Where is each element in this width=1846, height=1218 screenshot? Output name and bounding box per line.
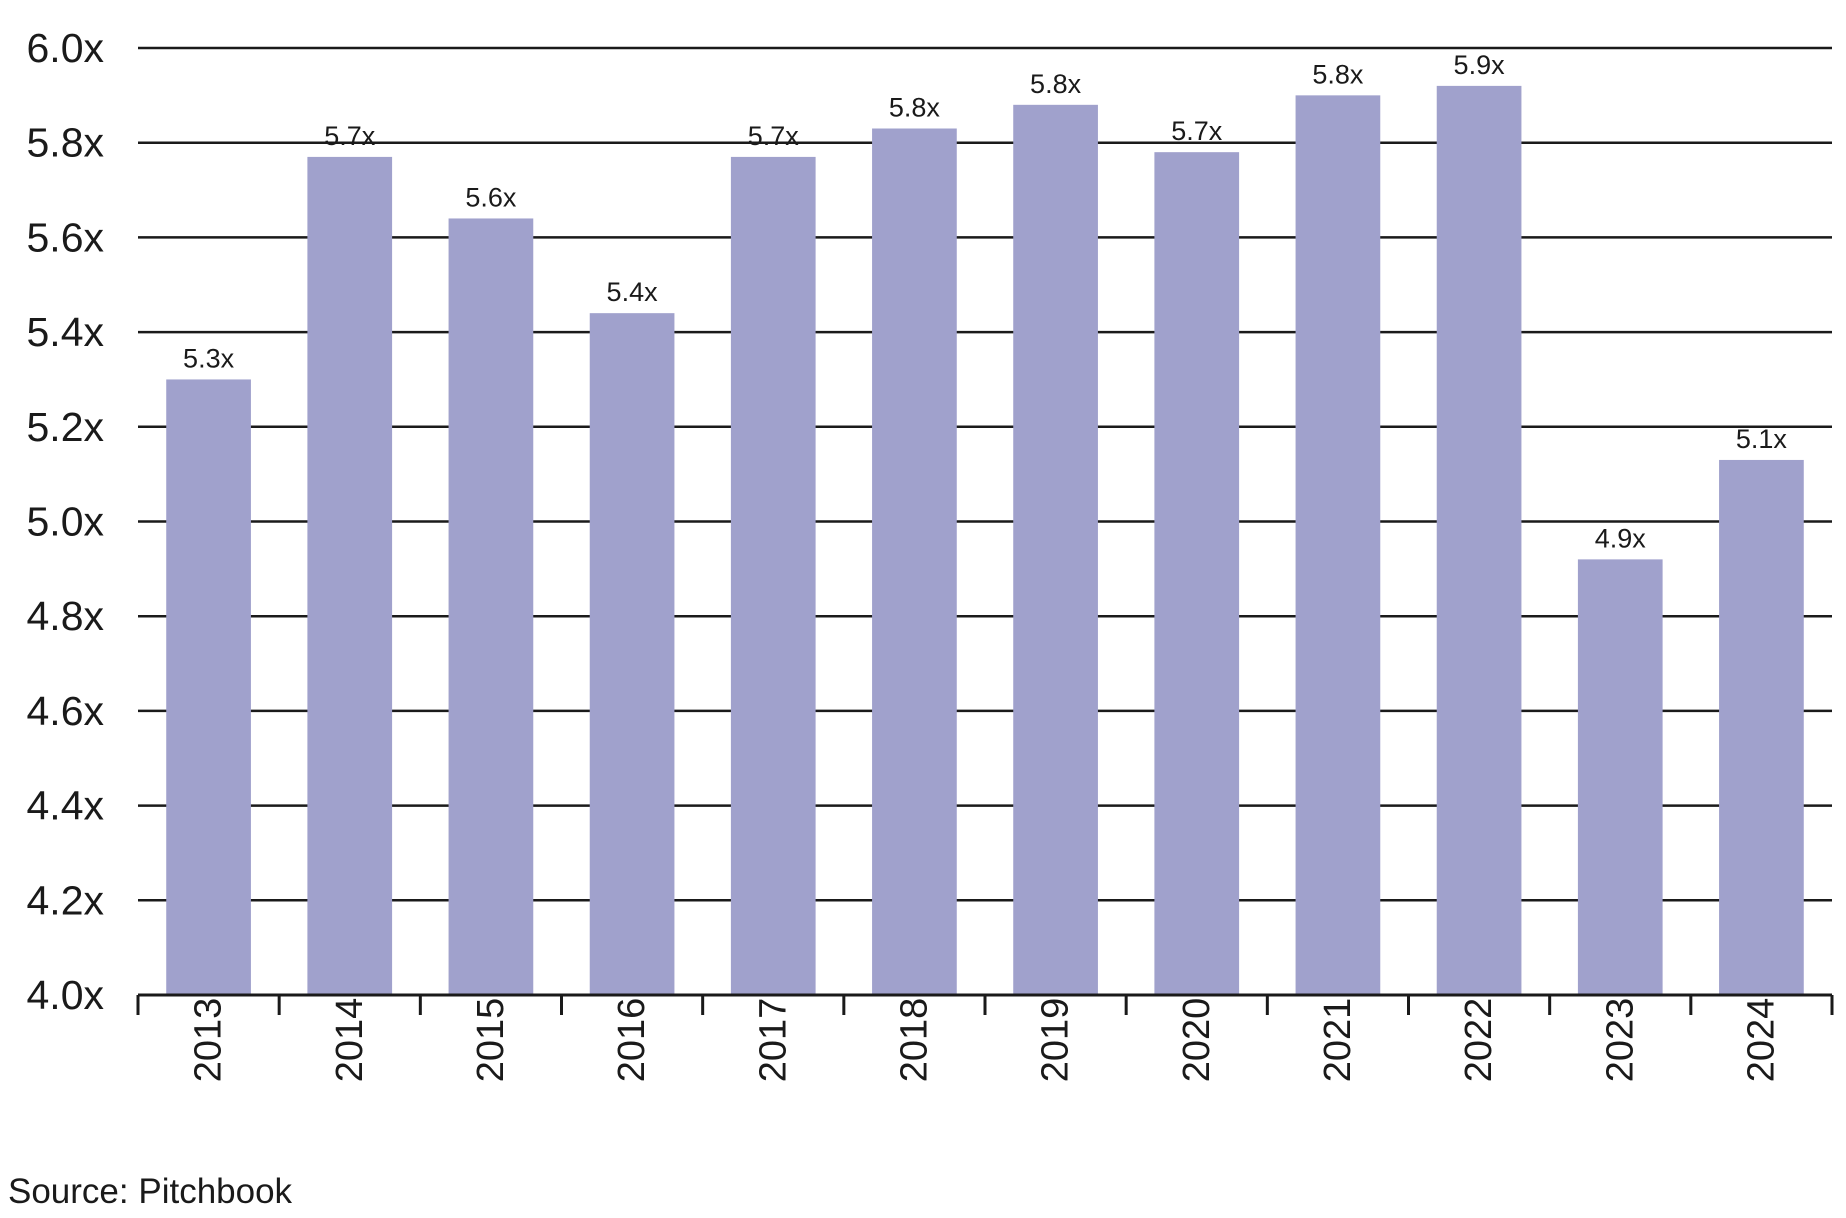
x-tick-label: 2020 <box>1176 998 1218 1083</box>
data-label: 5.8x <box>1312 59 1364 89</box>
x-axis <box>136 993 1834 1015</box>
y-tick-label: 6.0x <box>27 25 105 71</box>
y-tick-label: 5.6x <box>27 214 105 260</box>
x-tick-label: 2021 <box>1317 998 1359 1083</box>
y-tick-label: 5.8x <box>27 120 105 166</box>
y-tick-label: 4.0x <box>27 972 105 1018</box>
bar <box>1154 152 1240 996</box>
bar <box>872 128 957 995</box>
x-tick-label: 2014 <box>329 998 371 1083</box>
x-tick-label: 2016 <box>611 998 653 1083</box>
data-label: 5.6x <box>465 182 517 212</box>
bar <box>1719 459 1804 995</box>
x-axis-tick-labels: 2013 2014 2015 2016 2017 2018 2019 2020 2021 2022… <box>188 998 1783 1083</box>
data-label: 5.8x <box>1030 69 1082 99</box>
x-tick-label: 2024 <box>1740 998 1782 1083</box>
bar <box>730 156 816 995</box>
data-label: 5.7x <box>748 121 800 151</box>
y-tick-label: 4.4x <box>27 783 105 829</box>
y-tick-label: 4.8x <box>27 593 105 639</box>
bar <box>589 313 675 995</box>
bar <box>166 379 251 995</box>
x-tick-label: 2018 <box>893 998 935 1083</box>
data-label: 5.9x <box>1454 50 1506 80</box>
x-tick-label: 2022 <box>1458 998 1500 1083</box>
data-label: 5.1x <box>1736 424 1788 454</box>
bar <box>1013 104 1098 995</box>
bar <box>448 218 534 995</box>
x-tick-label: 2015 <box>470 998 512 1083</box>
data-label: 5.7x <box>324 121 376 151</box>
bar-chart: 4.0x 4.2x 4.4x 4.6x 4.8x 5.0x 5.2x 5.4x 5.6x 5.8x… <box>27 25 1834 1083</box>
bar <box>1577 559 1663 995</box>
bars <box>166 85 1804 996</box>
bar <box>1436 85 1522 995</box>
y-tick-label: 5.2x <box>27 404 105 450</box>
data-label: 5.4x <box>607 277 659 307</box>
bar <box>1295 95 1381 996</box>
data-label: 5.8x <box>889 92 941 122</box>
source-note: Source: Pitchbook <box>8 1172 293 1211</box>
y-tick-label: 5.0x <box>27 499 105 545</box>
y-tick-label: 5.4x <box>27 309 105 355</box>
data-label: 5.3x <box>183 343 235 373</box>
data-label: 5.7x <box>1171 116 1223 146</box>
gridlines <box>138 46 1832 902</box>
x-tick-label: 2017 <box>752 998 794 1083</box>
y-axis-tick-labels: 4.0x 4.2x 4.4x 4.6x 4.8x 5.0x 5.2x 5.4x 5.6x 5.8x… <box>27 25 105 1018</box>
y-tick-label: 4.6x <box>27 688 105 734</box>
bar <box>307 156 393 995</box>
x-tick-label: 2019 <box>1035 998 1077 1083</box>
x-tick-label: 2013 <box>188 998 230 1083</box>
data-label: 4.9x <box>1595 523 1647 553</box>
data-labels: 5.3x 5.7x 5.6x 5.4x 5.7x 5.8x 5.8x 5.7x 5.8x 5.9x… <box>183 50 1787 554</box>
x-tick-label: 2023 <box>1599 998 1641 1083</box>
y-tick-label: 4.2x <box>27 877 105 923</box>
